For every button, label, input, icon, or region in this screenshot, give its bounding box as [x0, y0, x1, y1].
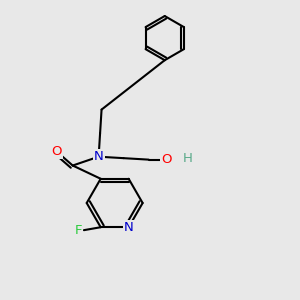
- Text: F: F: [75, 224, 82, 237]
- Text: O: O: [161, 153, 172, 166]
- Text: N: N: [94, 150, 103, 163]
- Text: N: N: [124, 221, 134, 234]
- Text: H: H: [183, 152, 193, 165]
- Text: O: O: [51, 145, 62, 158]
